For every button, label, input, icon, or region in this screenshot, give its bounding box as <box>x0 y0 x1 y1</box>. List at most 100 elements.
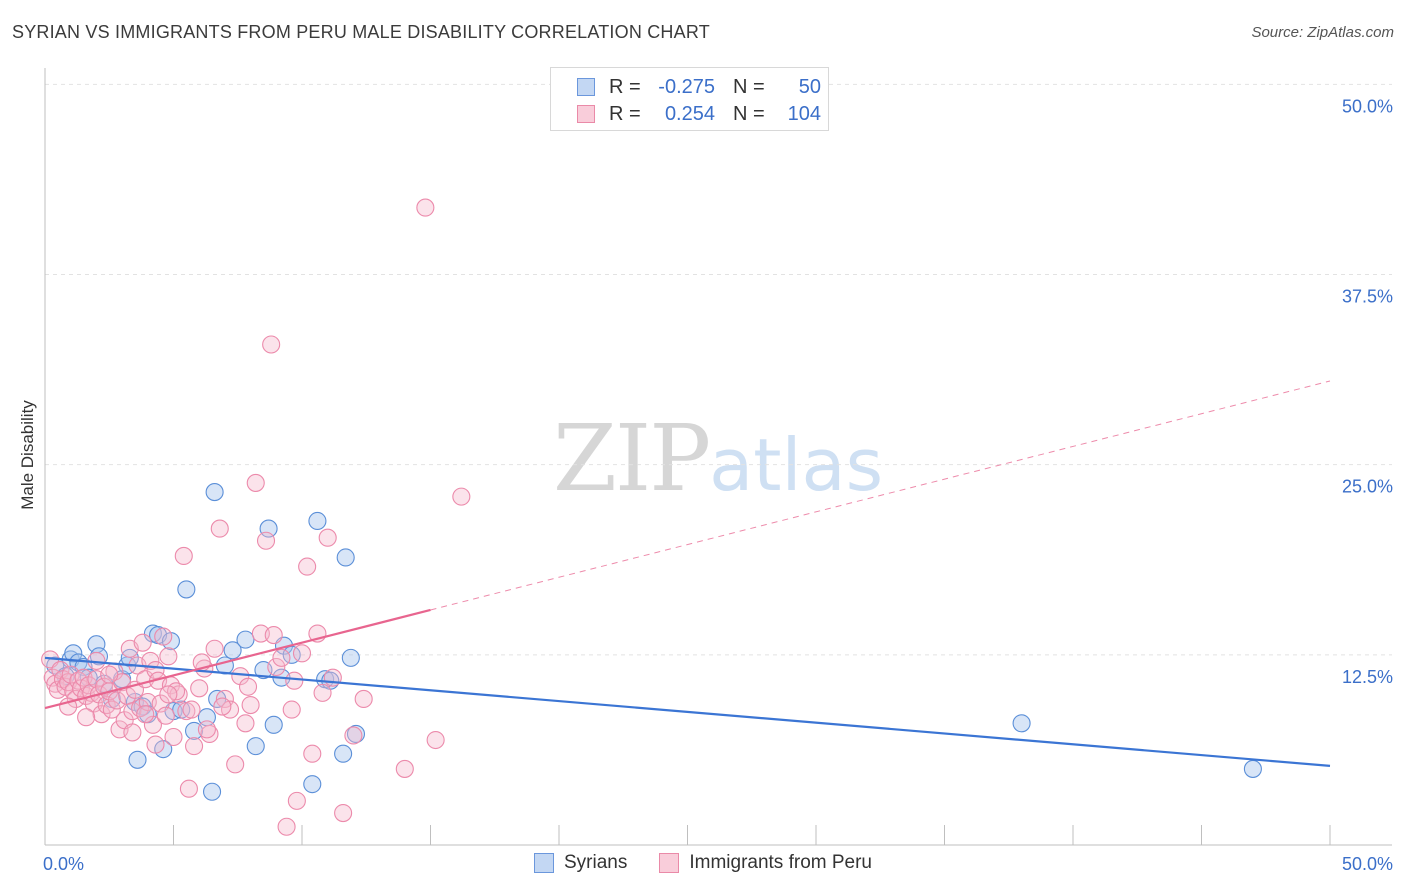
peru-point <box>213 697 232 716</box>
syrians-point <box>1243 759 1262 778</box>
correlation-legend: R = -0.275 N = 50 R = 0.254 N = 104 <box>550 67 829 131</box>
peru-point <box>272 648 291 667</box>
peru-point <box>264 626 283 645</box>
peru-point <box>292 644 312 663</box>
syrians-point <box>264 715 283 734</box>
n-label: N = <box>733 75 765 98</box>
peru-swatch <box>659 853 680 873</box>
peru-point <box>303 744 322 763</box>
syrians-point <box>246 737 265 756</box>
peru-point <box>92 705 111 724</box>
axes <box>44 68 1392 846</box>
x-tick-label: 50.0% <box>1342 854 1393 874</box>
peru-point <box>318 528 337 547</box>
trend-line-peru-extension <box>430 380 1331 611</box>
peru-point <box>313 683 332 702</box>
y-tick-label: 25.0% <box>1342 477 1393 497</box>
peru-point <box>169 685 188 704</box>
peru-point <box>182 700 201 719</box>
peru-point <box>146 735 165 754</box>
n-value: 50 <box>798 75 821 98</box>
chart-title: SYRIAN VS IMMIGRANTS FROM PERU MALE DISA… <box>12 22 710 42</box>
peru-point <box>285 671 304 690</box>
peru-point <box>136 705 155 724</box>
peru-point <box>282 700 301 719</box>
peru-point <box>267 657 286 677</box>
syrians-swatch <box>533 853 554 873</box>
x-tick-label: 0.0% <box>43 854 84 874</box>
peru-point <box>334 804 353 823</box>
r-label: R = <box>609 75 641 98</box>
peru-point <box>262 335 281 354</box>
peru-point <box>185 737 204 756</box>
source-label: Source: ZipAtlas.com <box>1251 24 1394 41</box>
peru-swatch <box>577 105 595 123</box>
peru-point <box>452 487 471 506</box>
tick-labels: 12.5% 25.0% 37.5% 50.0% 0.0% 50.0% <box>43 96 1393 874</box>
peru-point <box>236 714 255 733</box>
grid-lines <box>45 83 1392 656</box>
syrians-point <box>308 511 327 531</box>
legend-label-peru: Immigrants from Peru <box>689 852 872 873</box>
r-label: R = <box>609 102 641 125</box>
peru-point <box>238 677 258 696</box>
peru-point <box>159 647 178 666</box>
syrians-point <box>120 648 139 667</box>
syrians-point <box>336 548 355 567</box>
n-value: 104 <box>787 102 821 125</box>
peru-point <box>197 720 216 739</box>
syrians-point <box>236 630 255 649</box>
peru-point <box>298 557 317 576</box>
n-label: N = <box>733 102 765 125</box>
peru-point <box>256 531 276 550</box>
peru-point <box>205 639 224 658</box>
y-tick-label: 12.5% <box>1342 667 1393 687</box>
peru-point <box>416 198 435 217</box>
syrians-point <box>64 644 83 663</box>
peru-point <box>164 727 183 747</box>
peru-point <box>102 700 121 719</box>
legend-row-peru: R = 0.254 N = 104 <box>577 101 821 127</box>
peru-point <box>123 723 142 742</box>
peru-point <box>154 627 173 646</box>
legend-item-syrians[interactable]: Syrians <box>533 852 628 874</box>
syrians-point <box>303 775 322 794</box>
syrians-point <box>205 483 224 502</box>
data-points <box>41 198 1262 836</box>
syrians-point <box>223 641 242 660</box>
r-value: -0.275 <box>658 75 715 98</box>
syrians-swatch <box>577 78 595 96</box>
peru-point <box>141 651 160 670</box>
peru-point <box>395 759 414 778</box>
syrians-point <box>128 750 147 769</box>
syrians-point <box>341 648 360 667</box>
peru-point <box>344 726 363 745</box>
legend-item-peru[interactable]: Immigrants from Peru <box>659 852 872 874</box>
peru-point <box>133 633 152 652</box>
peru-point <box>241 695 260 715</box>
peru-point <box>156 706 175 725</box>
trend-lines <box>44 380 1331 767</box>
r-value: 0.254 <box>664 102 715 125</box>
peru-point <box>426 730 445 750</box>
peru-point <box>277 817 296 836</box>
peru-point <box>190 679 209 698</box>
y-tick-label: 50.0% <box>1342 96 1393 116</box>
syrians-point <box>1012 714 1031 733</box>
peru-point <box>226 755 245 774</box>
peru-point <box>179 779 198 798</box>
syrians-point <box>203 782 222 801</box>
series-legend: Syrians Immigrants from Peru <box>0 852 1406 874</box>
peru-point <box>287 791 306 810</box>
y-tick-label: 37.5% <box>1342 287 1393 307</box>
legend-label-syrians: Syrians <box>563 852 628 873</box>
peru-point <box>107 691 127 710</box>
peru-point <box>159 685 178 704</box>
peru-point <box>77 708 96 727</box>
peru-point <box>210 519 229 538</box>
peru-point <box>246 473 265 492</box>
legend-row-syrians: R = -0.275 N = 50 <box>577 74 821 100</box>
trend-line-peru <box>44 608 431 710</box>
peru-point <box>100 665 119 684</box>
